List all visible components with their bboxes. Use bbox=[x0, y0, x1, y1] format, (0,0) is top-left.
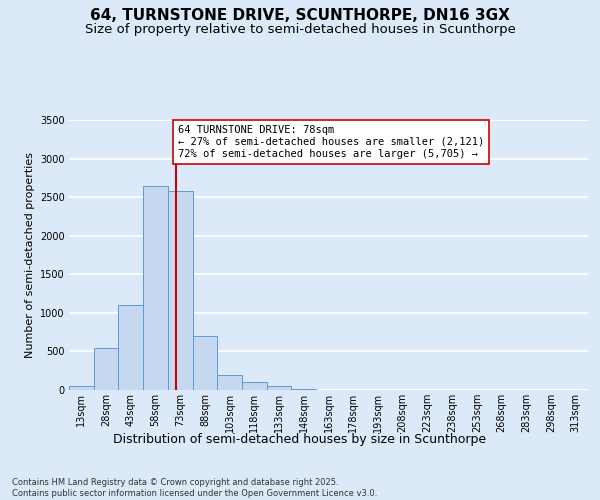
Bar bbox=[292, 389, 316, 390]
Bar bbox=[267, 386, 292, 390]
Bar bbox=[193, 336, 217, 390]
Bar bbox=[94, 348, 118, 390]
Bar bbox=[242, 382, 267, 390]
Text: Contains HM Land Registry data © Crown copyright and database right 2025.
Contai: Contains HM Land Registry data © Crown c… bbox=[12, 478, 377, 498]
Text: 64 TURNSTONE DRIVE: 78sqm
← 27% of semi-detached houses are smaller (2,121)
72% : 64 TURNSTONE DRIVE: 78sqm ← 27% of semi-… bbox=[178, 126, 484, 158]
Y-axis label: Number of semi-detached properties: Number of semi-detached properties bbox=[25, 152, 35, 358]
Text: 64, TURNSTONE DRIVE, SCUNTHORPE, DN16 3GX: 64, TURNSTONE DRIVE, SCUNTHORPE, DN16 3G… bbox=[90, 8, 510, 22]
Bar bbox=[143, 186, 168, 390]
Text: Distribution of semi-detached houses by size in Scunthorpe: Distribution of semi-detached houses by … bbox=[113, 432, 487, 446]
Bar bbox=[69, 386, 94, 390]
Bar bbox=[217, 374, 242, 390]
Text: Size of property relative to semi-detached houses in Scunthorpe: Size of property relative to semi-detach… bbox=[85, 22, 515, 36]
Bar bbox=[118, 305, 143, 390]
Bar bbox=[168, 191, 193, 390]
